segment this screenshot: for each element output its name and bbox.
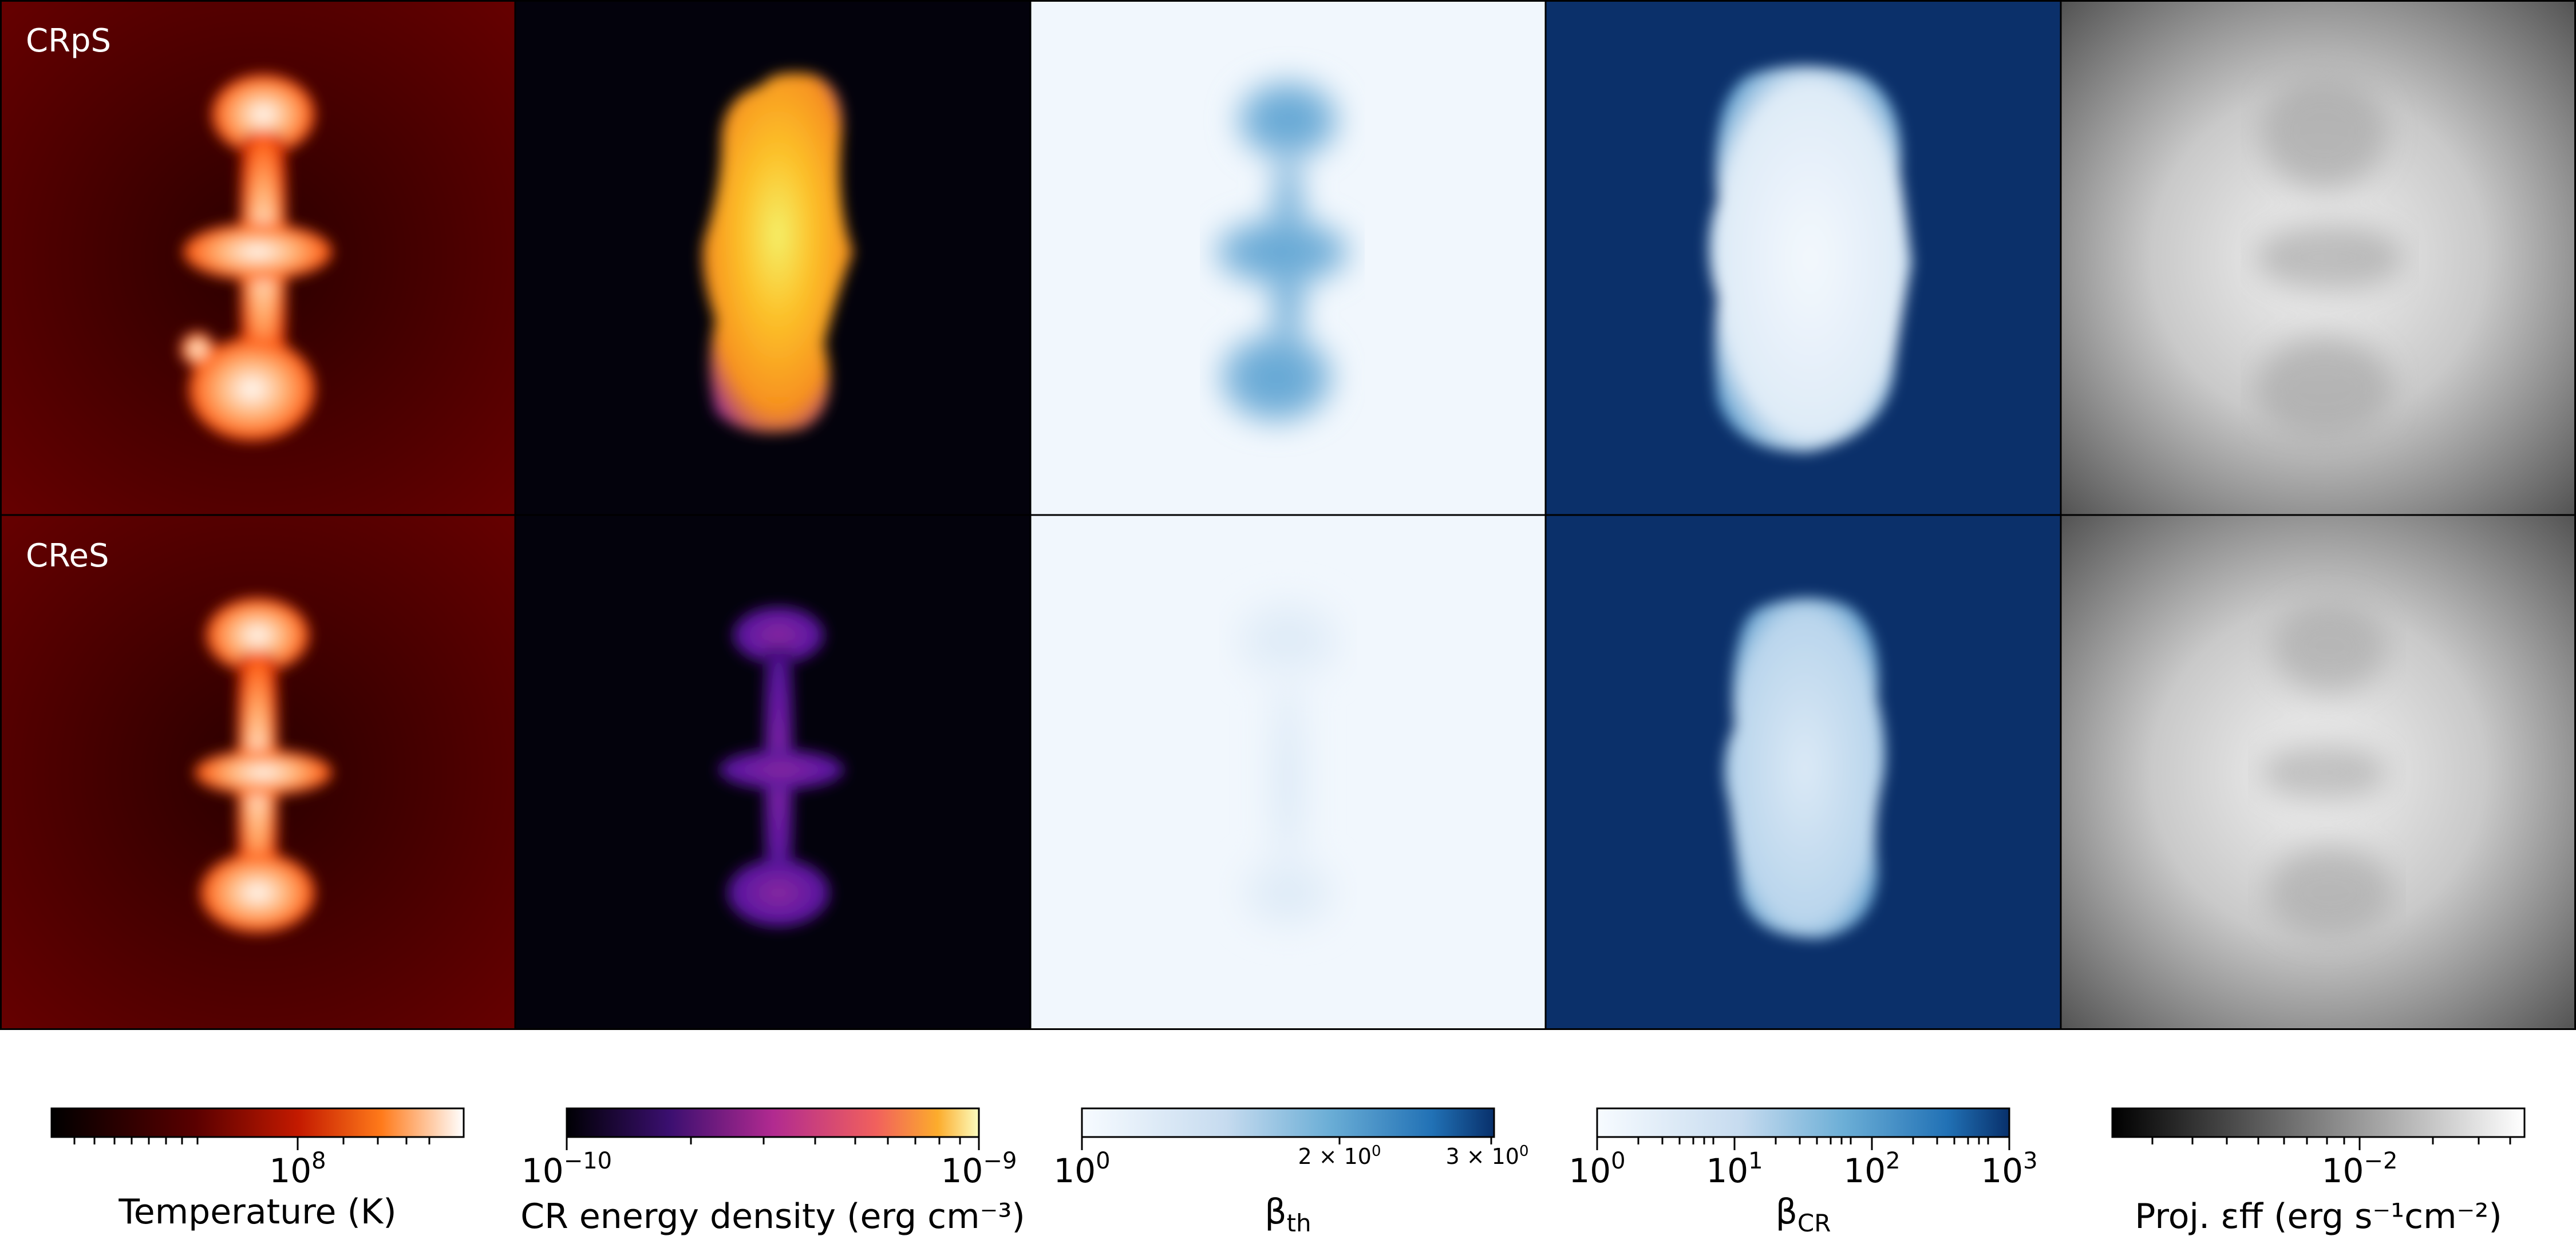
colorbar-beta-cr: 100 101 102 103 βCR xyxy=(1568,1107,2038,1236)
colorbar-temperature: 108 Temperature (K) xyxy=(50,1107,465,1232)
colorbar-proj-emissivity: 10−2 Proj. εff (erg s⁻¹cm⁻²) xyxy=(2111,1107,2526,1236)
colorbar-proj-emissivity-label: Proj. εff (erg s⁻¹cm⁻²) xyxy=(2135,1197,2502,1236)
colorbar-cr-energy-density: 10−10 10−9 CR energy density (erg cm⁻³) xyxy=(520,1107,1025,1236)
colorbar-temperature-bar xyxy=(50,1107,465,1138)
panel-row1-beta-th xyxy=(1030,0,1546,515)
colorbar-beta-th-tick-2: 2 × 100 xyxy=(1298,1143,1381,1169)
panel-row1-temperature xyxy=(0,0,515,515)
colorbar-beta-th-tick-1: 100 xyxy=(1053,1148,1110,1190)
colorbar-beta-cr-tick-0: 100 xyxy=(1568,1148,1625,1190)
colorbar-proj-emissivity-tick: 10−2 xyxy=(2322,1148,2398,1190)
panel-row2-beta-cr xyxy=(1546,515,2061,1030)
panel-row1-cr-energy-density xyxy=(515,0,1030,515)
panel-row2-temperature xyxy=(0,515,515,1030)
panel-row1-proj-emissivity xyxy=(2061,0,2576,515)
colorbar-cr-energy-density-label: CR energy density (erg cm⁻³) xyxy=(520,1197,1025,1236)
panel-grid xyxy=(0,0,2576,1030)
row-label-cres: CReS xyxy=(26,537,109,575)
panel-row2-proj-emissivity xyxy=(2061,515,2576,1030)
colorbar-proj-emissivity-bar xyxy=(2111,1107,2526,1138)
row-label-crps: CRpS xyxy=(26,22,111,60)
panel-row2-cr-energy-density xyxy=(515,515,1030,1030)
colorbar-beta-cr-label: βCR xyxy=(1776,1192,1831,1236)
colorbar-beta-cr-tick-3: 103 xyxy=(1981,1148,2037,1190)
panel-row1-beta-cr xyxy=(1546,0,2061,515)
colorbar-cr-tick-max: 10−9 xyxy=(941,1148,1017,1190)
colorbar-beta-cr-tick-1: 101 xyxy=(1706,1148,1763,1190)
colorbar-beta-cr-bar xyxy=(1596,1107,2010,1138)
colorbar-beta-th-tick-3: 3 × 100 xyxy=(1445,1143,1528,1169)
colorbar-cr-energy-density-bar xyxy=(566,1107,980,1138)
colorbar-temperature-tick: 108 xyxy=(269,1148,326,1190)
colorbar-beta-cr-tick-2: 102 xyxy=(1843,1148,1900,1190)
colorbar-beta-th: 100 2 × 100 3 × 100 βth xyxy=(1053,1107,1529,1236)
colorbar-temperature-label: Temperature (K) xyxy=(118,1192,396,1232)
colorbar-beta-th-label: βth xyxy=(1265,1192,1311,1236)
colorbar-beta-th-bar xyxy=(1081,1107,1495,1138)
panel-row2-beta-th xyxy=(1030,515,1546,1030)
colorbar-cr-tick-min: 10−10 xyxy=(521,1148,612,1190)
